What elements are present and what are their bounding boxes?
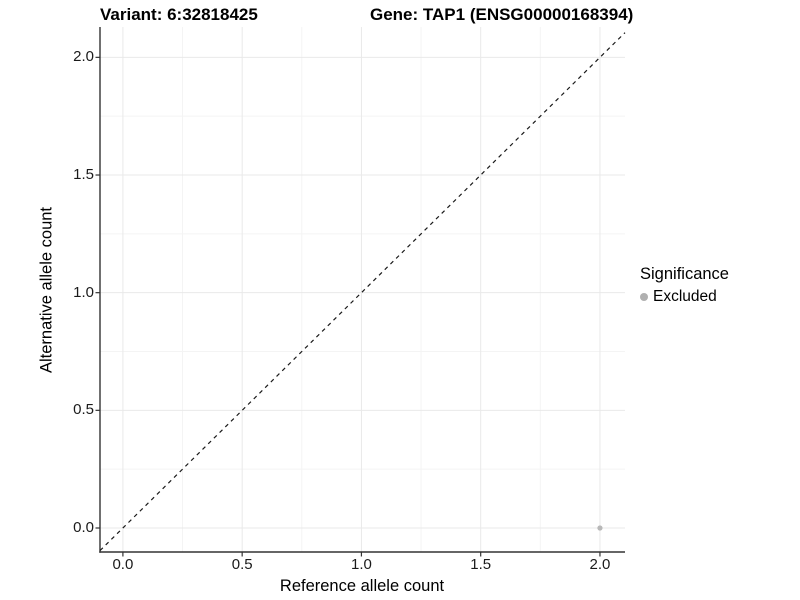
x-axis-title: Reference allele count — [279, 577, 445, 595]
y-axis-title: Alternative allele count — [37, 206, 56, 374]
legend-item-label: Excluded — [653, 288, 717, 305]
legend-items: Excluded — [640, 288, 729, 306]
data-point — [597, 525, 603, 531]
y-tick-label: 1.0 — [73, 283, 94, 301]
legend-title: Significance — [640, 265, 729, 283]
legend-item: Excluded — [640, 288, 729, 306]
y-tick-label: 2.0 — [73, 48, 94, 66]
x-tick-label: 2.0 — [589, 556, 611, 573]
plot-title-variant: Variant: 6:32818425 — [100, 5, 258, 24]
x-tick-label: 1.0 — [350, 556, 372, 573]
legend: Significance Excluded — [640, 265, 729, 306]
legend-key-dot-icon — [640, 293, 648, 301]
x-tick-label: 0.5 — [231, 556, 253, 573]
x-tick-label: 1.5 — [470, 556, 492, 573]
identity-dashed-line — [99, 32, 626, 552]
y-tick-label: 0.5 — [73, 401, 94, 419]
plot-title-gene: Gene: TAP1 (ENSG00000168394) — [370, 5, 634, 24]
x-tick-label: 0.0 — [112, 556, 134, 573]
y-tick-label: 1.5 — [73, 166, 94, 184]
y-tick-label: 0.0 — [73, 519, 94, 537]
